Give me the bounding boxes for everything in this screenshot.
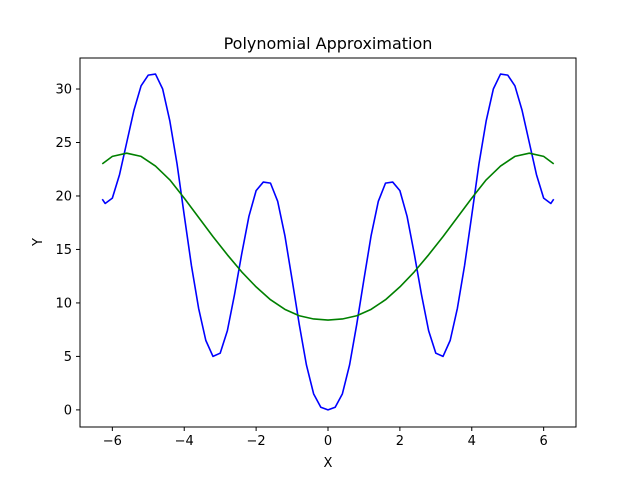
- y-tick-label: 25: [55, 136, 72, 151]
- plot-area-frame: [79, 57, 577, 428]
- series-line-2: [101, 152, 555, 321]
- x-tick-label: 6: [540, 434, 548, 449]
- x-tick-label: 0: [324, 434, 332, 449]
- y-axis: 0 5 10 15 20 25 30: [55, 83, 80, 418]
- x-tick-label: −6: [103, 434, 122, 449]
- x-tick-label: 2: [396, 434, 404, 449]
- series-line-1: [101, 73, 555, 411]
- y-tick-label: 10: [55, 296, 72, 311]
- y-tick-label: 20: [55, 189, 72, 204]
- y-axis-label: Y: [31, 238, 46, 247]
- x-axis-label: X: [324, 456, 333, 471]
- x-axis: −6 −4 −2 0 2 4 6: [103, 427, 548, 449]
- y-tick-label: 5: [64, 350, 72, 365]
- x-tick-label: −2: [247, 434, 266, 449]
- series-layer: [101, 73, 555, 411]
- chart-title: Polynomial Approximation: [224, 34, 433, 53]
- y-tick-label: 0: [64, 403, 72, 418]
- y-tick-label: 15: [55, 243, 72, 258]
- x-tick-label: 4: [468, 434, 476, 449]
- x-tick-label: −4: [175, 434, 194, 449]
- y-tick-label: 30: [55, 83, 72, 98]
